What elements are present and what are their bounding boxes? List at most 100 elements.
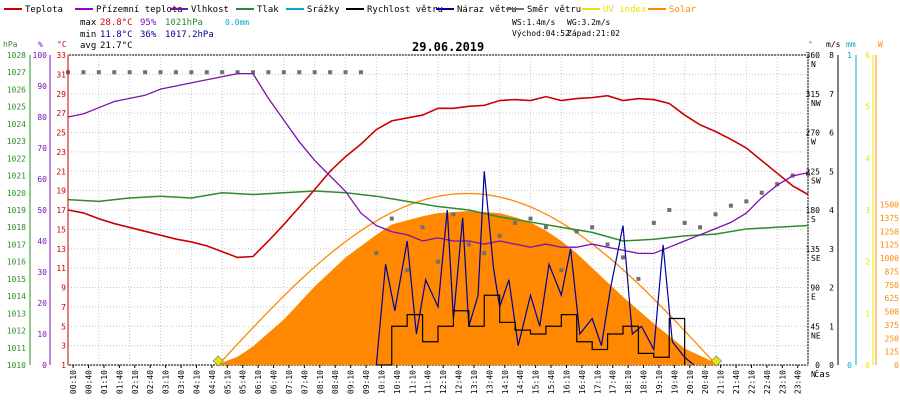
wind-direction-point [466, 242, 471, 247]
stats-avg-temp: 21.7°C [100, 41, 133, 51]
x-tick-label: 08:10 [316, 370, 325, 394]
uv-tick-label: 0 [865, 361, 870, 370]
compass-label: E [811, 293, 816, 302]
wind-direction-point [266, 70, 271, 75]
x-tick-label: 05:40 [239, 370, 248, 394]
legend-label: Srážky [307, 5, 340, 15]
wind-direction-point [497, 233, 502, 238]
right-axes: 36031527022518013590450NNWWSWSSEENEN8765… [806, 51, 900, 379]
solar-tick-label: 625 [885, 294, 900, 303]
humidity-tick-label: 10 [37, 330, 47, 339]
uv-marker [710, 355, 722, 367]
x-tick-label: 18:40 [640, 370, 649, 394]
legend-item-naraz-vetru: Náraz větru [436, 5, 517, 15]
gust-line [375, 171, 695, 366]
wind-ws: WS:1.4m/s [512, 18, 556, 27]
pressure-tick-label: 1020 [7, 189, 26, 198]
direction-tick-label: 135 [806, 245, 821, 254]
wind-direction-point [698, 225, 703, 230]
wind-tick-label: 3 [829, 245, 834, 254]
wind-direction-point [775, 182, 780, 187]
humidity-tick-label: 0 [42, 361, 47, 370]
humidity-line [67, 72, 809, 255]
x-tick-label: 11:40 [424, 370, 433, 394]
humidity-tick-label: 30 [37, 268, 47, 277]
stats-max-press: 1021hPa [165, 18, 203, 28]
compass-label: N [811, 60, 816, 69]
wind-direction-point [451, 212, 456, 217]
legend-label: Rychlost větru [367, 5, 443, 15]
stats-min-label: min [80, 30, 96, 40]
temperature-tick-label: 21 [56, 167, 66, 176]
uv-tick-label: 6 [865, 51, 870, 60]
legend-item-smer-vetru: Směr větru [506, 5, 581, 15]
compass-label: SW [811, 176, 821, 185]
wind-direction-point [651, 220, 656, 225]
legend-label: Náraz větru [457, 5, 517, 15]
wind-wg: WG:3.2m/s [567, 18, 611, 27]
temperature-tick-label: 3 [61, 342, 66, 351]
wind-tick-label: 2 [829, 284, 834, 293]
wind-direction-point [436, 259, 440, 264]
gust-series [375, 171, 695, 366]
legend-label: Tlak [257, 5, 279, 15]
pressure-tick-label: 1019 [7, 206, 26, 215]
stats-rain: 0.0mm [225, 18, 249, 27]
humidity-series [67, 72, 809, 255]
wind-tick-label: 1 [829, 322, 834, 331]
humidity-unit: % [38, 40, 43, 49]
humidity-tick-label: 60 [37, 175, 47, 184]
pressure-tick-label: 1025 [7, 103, 26, 112]
temperature-unit: °C [57, 40, 67, 49]
wind-speed-line [376, 294, 686, 366]
wind-direction-point [112, 70, 117, 75]
legend-item-srazky: Srážky [286, 5, 340, 15]
x-tick-label: 13:40 [485, 370, 494, 394]
x-tick-label: 05:10 [223, 370, 232, 394]
pressure-unit: hPa [3, 40, 18, 49]
solar-area [216, 211, 719, 365]
compass-label: NE [811, 331, 821, 340]
solar-tick-label: 875 [885, 267, 900, 276]
pressure-tick-label: 1024 [7, 120, 26, 129]
pressure-tick-label: 1023 [7, 137, 26, 146]
stats-min-temp: 11.8°C [100, 30, 133, 40]
x-tick-label: 14:40 [516, 370, 525, 394]
x-tick-label: 06:10 [254, 370, 263, 394]
x-tick-label: 14:10 [501, 370, 510, 394]
x-tick-label: 00:40 [85, 370, 94, 394]
wind-direction-point [759, 190, 764, 195]
wind-direction-point [297, 70, 302, 75]
legend-label: Solar [669, 5, 697, 15]
x-tick-label: 04:10 [192, 370, 201, 394]
wind-info: WS:1.4m/s WG:3.2m/s Východ:04:52 Západ:2… [512, 18, 620, 38]
rain-tick-label: 1 [847, 51, 852, 60]
compass-label: S [811, 215, 816, 224]
direction-tick-label: 90 [810, 284, 820, 293]
solar-tick-label: 125 [885, 348, 900, 357]
pressure-tick-label: 1014 [7, 292, 26, 301]
wind-direction-point [173, 70, 178, 75]
solar-tick-label: 1000 [880, 254, 899, 263]
wind-direction-point [667, 208, 672, 212]
humidity-tick-label: 70 [37, 144, 47, 153]
x-tick-label: 12:40 [455, 370, 464, 394]
wind-direction-point [528, 216, 533, 221]
x-tick-label: 19:40 [670, 370, 679, 394]
humidity-tick-label: 20 [37, 299, 47, 308]
wind-speed-series [376, 294, 686, 366]
x-tick-label: 03:40 [177, 370, 186, 394]
x-tick-label: 08:40 [331, 370, 340, 394]
x-tick-label: 02:40 [146, 370, 155, 394]
direction-unit: ° [808, 40, 813, 49]
temperature-tick-label: 29 [56, 90, 66, 99]
direction-tick-label: 0 [815, 361, 820, 370]
solar-unit: W [878, 40, 883, 49]
direction-tick-label: 225 [806, 167, 821, 176]
wind-direction-point [713, 212, 718, 217]
x-tick-label: 01:10 [100, 370, 109, 394]
left-axes: 1028102710261025102410231022102110201019… [7, 51, 69, 370]
legend-label: UV index [603, 5, 647, 15]
